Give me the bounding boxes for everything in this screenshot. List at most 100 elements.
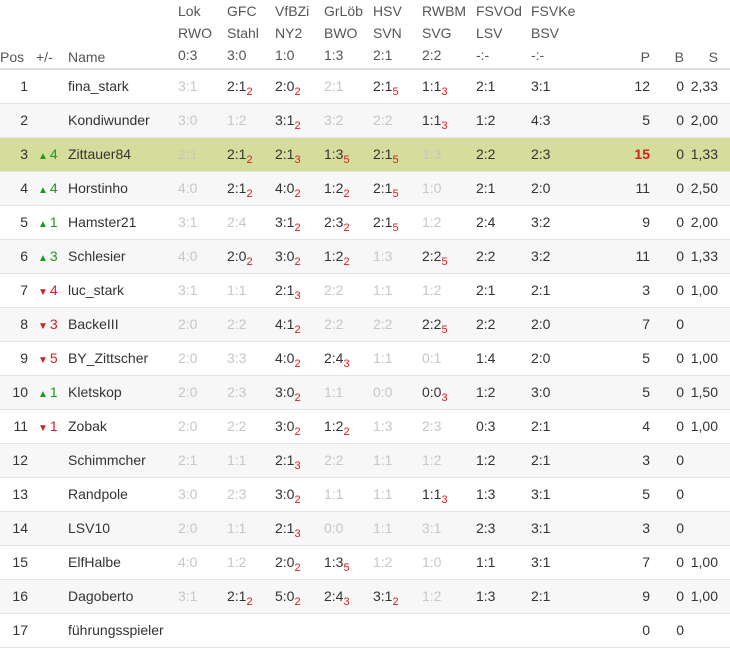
tip-cell: 1:1: [373, 341, 422, 375]
tip-value: 1:2: [476, 384, 496, 400]
tip-cell: 1:2: [476, 375, 531, 409]
tip-cell: 2:2: [324, 273, 373, 307]
player-name[interactable]: BackeIII: [68, 316, 119, 332]
player-name[interactable]: Hamster21: [68, 214, 137, 230]
table-row[interactable]: 17 führungsspieler 0 0 115: [0, 613, 730, 647]
tip-cell: [531, 613, 581, 647]
tip-cell: 2:2: [227, 307, 275, 341]
tip-value: 1:3: [373, 418, 393, 434]
table-row[interactable]: 2 Kondiwunder 3:0 1:2 3:12 3:2 2:2 1:13 1:2 4:3 5 0…: [0, 103, 730, 137]
table-row[interactable]: 3 ▲ 4 Zittauer84 2:1 2:12 2:13 1:35 2:15 1:3 2:2 2:…: [0, 137, 730, 171]
rank-cell: 2: [20, 112, 28, 128]
tip-value: 4:0: [178, 554, 198, 570]
tip-value: 4:0: [178, 180, 198, 196]
bonus-cell: 0: [676, 248, 684, 264]
total-cell: 224: [718, 171, 730, 205]
tip-cell: 1:1: [324, 375, 373, 409]
player-name[interactable]: Dagoberto: [68, 588, 134, 604]
tip-cell: 2:15: [373, 69, 422, 103]
tip-cell: 2:0: [178, 341, 227, 375]
tip-cell: 1:1: [227, 511, 275, 545]
tip-points: 2: [294, 392, 301, 404]
tip-cell: 1:35: [324, 545, 373, 579]
rank-change-cell: [36, 545, 68, 579]
tip-cell: 1:2: [373, 545, 422, 579]
tip-cell: 2:2: [324, 443, 373, 477]
player-name[interactable]: Zittauer84: [68, 146, 132, 162]
player-name[interactable]: luc_stark: [68, 282, 125, 298]
player-name[interactable]: Randpole: [68, 486, 128, 502]
table-row[interactable]: 10 ▲ 1 Kletskop 2:0 2:3 3:02 1:1 0:0 0:03 1:2 3:0 5 0…: [0, 375, 730, 409]
table-row[interactable]: 4 ▲ 4 Horstinho 4:0 2:12 4:02 1:22 2:15 1:0 2:1 2:0…: [0, 171, 730, 205]
tip-cell: 2:1: [531, 579, 581, 613]
tip-value: 5:0: [275, 588, 295, 604]
table-row[interactable]: 13Randpole3:02:33:021:11:11:131:33:15019…: [0, 477, 730, 511]
tip-cell: 2:2: [324, 307, 373, 341]
player-name[interactable]: führungsspieler: [68, 622, 164, 638]
player-name[interactable]: BY_Zittscher: [68, 350, 149, 366]
player-name[interactable]: Kondiwunder: [68, 112, 150, 128]
table-row[interactable]: 11 ▼ 1 Zobak 2:0 2:2 3:02 1:22 1:3 2:3 0:3 2:1 4 0 1,0…: [0, 409, 730, 443]
bonus-cell: 0: [676, 520, 684, 536]
tip-cell: 3:1: [178, 273, 227, 307]
tip-cell: 2:32: [324, 205, 373, 239]
tip-cell: 1:2: [422, 443, 476, 477]
tip-cell: 1:22: [324, 171, 373, 205]
player-name[interactable]: fina_stark: [68, 78, 129, 95]
table-row[interactable]: 8▼3BackeIII2:02:24:122:22:22:252:22:0702…: [0, 307, 730, 341]
player-name[interactable]: ElfHalbe: [68, 554, 121, 570]
tip-value: 1:2: [227, 112, 247, 128]
tip-cell: 4:12: [275, 307, 324, 341]
tip-cell: 3:2: [324, 103, 373, 137]
player-name[interactable]: Kletskop: [68, 384, 122, 400]
tip-value: 4:0: [275, 180, 295, 196]
player-name[interactable]: Schlesier: [68, 248, 126, 264]
tip-cell: 2:3: [227, 375, 275, 409]
table-row[interactable]: 16 Dagoberto 3:1 2:12 5:02 2:43 3:12 1:2 1:3 2:1 9…: [0, 579, 730, 613]
rank-cell: 17: [12, 622, 28, 638]
tip-cell: 2:3: [531, 137, 581, 171]
tip-value: 1:2: [227, 554, 247, 570]
tip-value: 2:2: [227, 418, 247, 434]
tip-value: 2:4: [324, 588, 344, 604]
table-row[interactable]: 7 ▼ 4 luc_stark 3:1 1:1 2:13 2:2 1:1 1:2 2:1 2:1 3 0 1…: [0, 273, 730, 307]
tip-value: 2:1: [227, 146, 247, 162]
table-row[interactable]: 12Schimmcher2:11:12:132:21:11:21:22:1302…: [0, 443, 730, 477]
tip-value: 3:3: [227, 350, 247, 366]
header-pos: Pos: [0, 49, 25, 65]
tip-cell: 2:02: [275, 545, 324, 579]
player-name[interactable]: LSV10: [68, 520, 111, 536]
rank-cell: 14: [12, 520, 28, 536]
header-row: Pos +/- Name Lok RWO 0:3 GFC Stahl 3:0 VfBZi…: [0, 0, 730, 69]
tip-cell: 1:1: [373, 443, 422, 477]
table-row[interactable]: 6 ▲ 3 Schlesier 4:0 2:02 3:02 1:22 1:3 2:25 2:2 3:2…: [0, 239, 730, 273]
table-row[interactable]: 5 ▲ 1 Hamster21 3:1 2:4 3:12 2:32 2:15 1:2 2:4 3:2 9…: [0, 205, 730, 239]
table-row[interactable]: 1 fina_stark 3:1 2:12 2:02 2:1 2:15 1:13 2:1 3:1 1…: [0, 69, 730, 103]
average-cell: 1,33: [690, 248, 718, 264]
tip-cell: 3:02: [275, 477, 324, 511]
player-name[interactable]: Zobak: [68, 418, 107, 434]
table-row[interactable]: 15 ElfHalbe 4:0 1:2 2:02 1:35 1:2 1:0 1:1 3:1 7 0 1,…: [0, 545, 730, 579]
rank-change-value: 1: [49, 214, 58, 230]
rank-change-value: 4: [49, 180, 58, 196]
tip-value: 1:2: [422, 588, 442, 604]
tip-cell: 2:15: [373, 137, 422, 171]
tip-cell: 1:2: [422, 205, 476, 239]
bonus-cell: 0: [676, 112, 684, 128]
tip-value: 1:1: [422, 486, 442, 502]
points-cell: 11: [635, 180, 650, 196]
table-row[interactable]: 9 ▼ 5 BY_Zittscher 2:0 3:3 4:02 2:43 1:1 0:1 1:4 2:…: [0, 341, 730, 375]
points-cell: 9: [642, 588, 650, 604]
tip-value: 2:1: [373, 78, 393, 95]
rank-change-cell: ▲ 4: [36, 171, 68, 205]
tip-cell: 3:2: [531, 205, 581, 239]
player-name[interactable]: Schimmcher: [68, 452, 146, 468]
rank-cell: 9: [20, 350, 28, 366]
rank-change-value: 3: [49, 316, 58, 332]
tip-value: 1:0: [422, 180, 442, 196]
tip-cell: 1:4: [476, 341, 531, 375]
average-cell: 2,00: [690, 112, 718, 128]
points-cell: 3: [642, 282, 650, 298]
player-name[interactable]: Horstinho: [68, 180, 128, 196]
